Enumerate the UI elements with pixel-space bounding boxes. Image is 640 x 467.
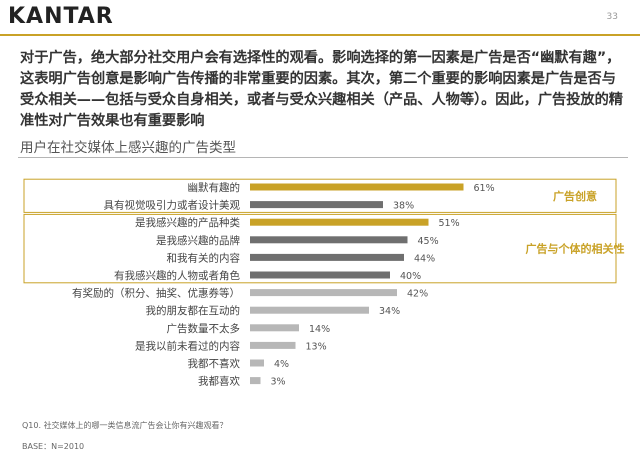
bar [250,201,383,209]
group-box-1 [23,178,617,213]
category-label: 是我感兴趣的产品种类 [135,216,240,229]
bar [250,377,261,385]
value-label: 45% [418,236,439,247]
value-label: 14% [309,324,330,335]
bar [250,359,264,367]
question-footnote: Q10. 社交媒体上的哪一类信息流广告会让你有兴趣观看？ [22,421,228,430]
value-label: 44% [414,253,435,264]
bar [250,253,404,261]
value-label: 40% [400,271,421,282]
category-label: 是我感兴趣的品牌 [156,234,240,247]
value-label: 3% [271,377,286,388]
value-label: 4% [274,359,289,370]
value-label: 61% [474,183,495,194]
chart-title: 用户在社交媒体上感兴趣的广告类型 [20,140,236,156]
title-divider [18,157,628,158]
value-label: 42% [407,289,428,300]
bar [250,306,369,314]
category-label: 有我感兴趣的人物或者角色 [114,269,240,282]
category-label: 我的朋友都在互动的 [146,304,241,317]
bar [250,289,397,297]
kantar-logo: KANTAR [8,4,114,29]
value-label: 34% [379,306,400,317]
group-box-2 [23,213,617,284]
value-label: 38% [393,201,414,212]
base-footnote: BASE：N=2010 [22,442,85,451]
value-label: 51% [439,218,460,229]
bar [250,341,296,349]
category-label: 我都喜欢 [198,375,240,388]
group-label-1: 广告创意 [553,189,597,203]
category-label: 有奖励的（积分、抽奖、优惠券等） [72,287,240,300]
group-label-2: 广告与个体的相关性 [526,242,625,256]
bar [250,218,429,226]
bar [250,183,464,191]
category-label: 幽默有趣的 [188,181,241,194]
bar [250,271,390,279]
category-label: 是我以前未看过的内容 [135,339,240,352]
bar [250,324,299,332]
category-label: 具有视觉吸引力或者设计美观 [104,199,241,212]
category-label: 我都不喜欢 [188,357,241,370]
bar [250,236,408,244]
category-label: 和我有关的内容 [167,251,241,264]
value-label: 13% [306,341,327,352]
headline-text: 对于广告，绝大部分社交用户会有选择性的观看。影响选择的第一因素是广告是否“幽默有… [20,50,623,129]
category-label: 广告数量不太多 [167,322,241,335]
header-divider [0,34,640,36]
page-number: 33 [606,12,618,22]
